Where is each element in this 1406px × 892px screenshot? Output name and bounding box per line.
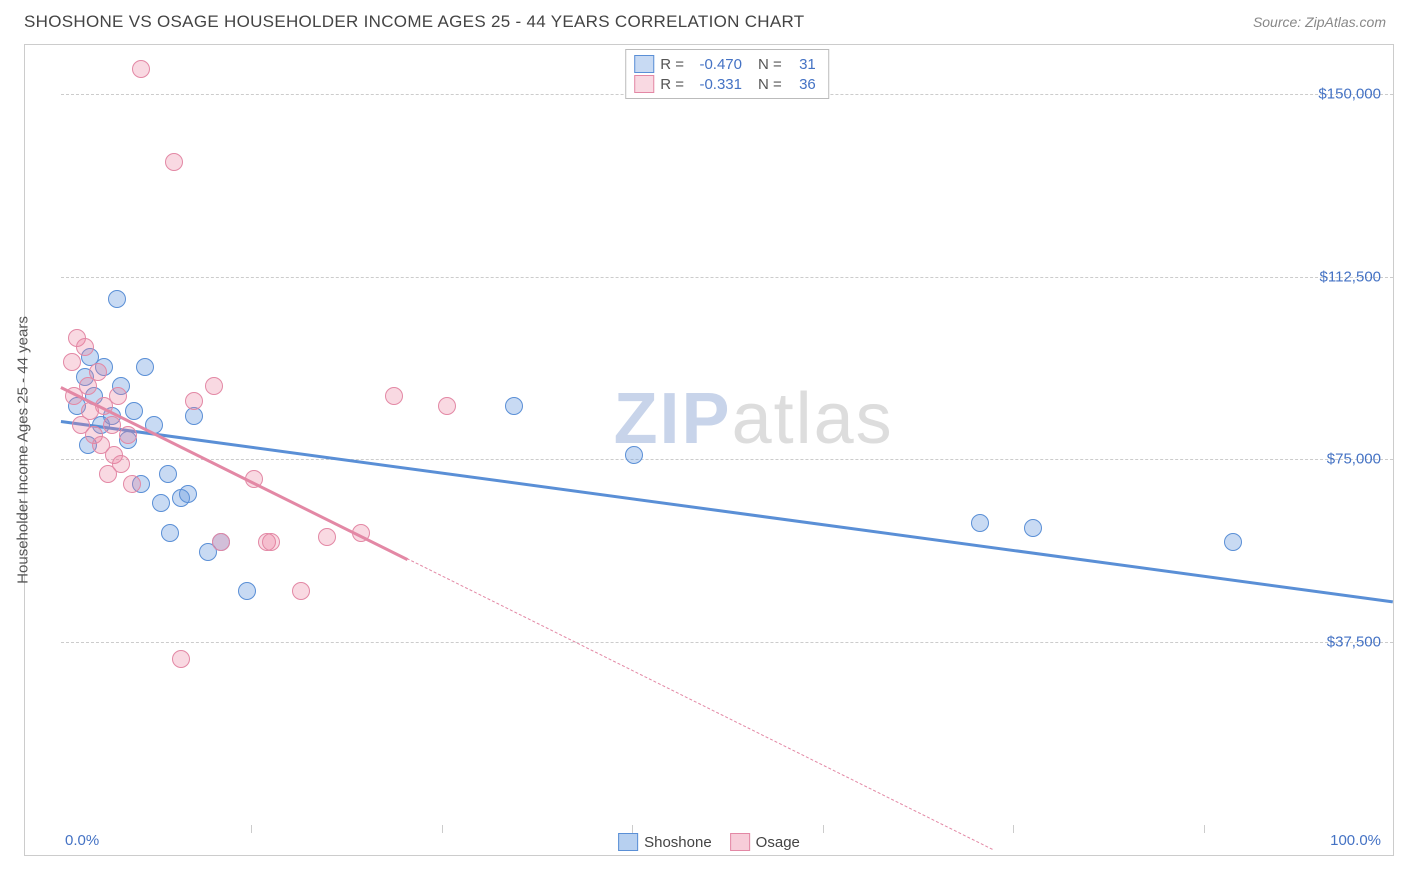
legend-stats-row: R = -0.331 N = 36 bbox=[634, 74, 816, 94]
x-tick bbox=[632, 825, 633, 833]
legend-stats-row: R = -0.470 N = 31 bbox=[634, 54, 816, 74]
scatter-point bbox=[971, 514, 989, 532]
source-label: Source: ZipAtlas.com bbox=[1253, 14, 1386, 30]
legend-r-value: -0.470 bbox=[690, 56, 742, 73]
x-tick bbox=[251, 825, 252, 833]
scatter-point bbox=[132, 60, 150, 78]
legend-swatch bbox=[730, 833, 750, 851]
scatter-point bbox=[625, 446, 643, 464]
x-max-label: 100.0% bbox=[1330, 832, 1381, 849]
scatter-point bbox=[179, 485, 197, 503]
scatter-point bbox=[123, 475, 141, 493]
legend-r-label: R = bbox=[660, 76, 684, 93]
legend-bottom: Shoshone Osage bbox=[618, 833, 800, 851]
scatter-point bbox=[172, 650, 190, 668]
x-tick bbox=[442, 825, 443, 833]
scatter-point bbox=[109, 387, 127, 405]
scatter-point bbox=[385, 387, 403, 405]
legend-label: Osage bbox=[756, 834, 800, 851]
legend-n-label: N = bbox=[758, 76, 782, 93]
legend-stats: R = -0.470 N = 31 R = -0.331 N = 36 bbox=[625, 49, 829, 99]
scatter-point bbox=[505, 397, 523, 415]
scatter-point bbox=[1224, 533, 1242, 551]
scatter-point bbox=[212, 533, 230, 551]
y-tick-label: $37,500 bbox=[1327, 634, 1381, 651]
y-tick-label: $112,500 bbox=[1320, 268, 1381, 285]
legend-r-value: -0.331 bbox=[690, 76, 742, 93]
legend-swatch bbox=[618, 833, 638, 851]
y-tick-label: $150,000 bbox=[1318, 85, 1381, 102]
scatter-point bbox=[185, 392, 203, 410]
scatter-point bbox=[136, 358, 154, 376]
gridline-h bbox=[61, 459, 1393, 460]
scatter-point bbox=[262, 533, 280, 551]
scatter-point bbox=[1024, 519, 1042, 537]
scatter-point bbox=[89, 363, 107, 381]
x-tick bbox=[1013, 825, 1014, 833]
legend-n-value: 31 bbox=[788, 56, 816, 73]
chart-title: SHOSHONE VS OSAGE HOUSEHOLDER INCOME AGE… bbox=[24, 12, 804, 32]
chart-container: Householder Income Ages 25 - 44 years ZI… bbox=[24, 44, 1394, 856]
scatter-point bbox=[292, 582, 310, 600]
scatter-point bbox=[438, 397, 456, 415]
legend-n-value: 36 bbox=[788, 76, 816, 93]
legend-r-label: R = bbox=[660, 56, 684, 73]
x-tick bbox=[1204, 825, 1205, 833]
scatter-point bbox=[205, 377, 223, 395]
scatter-point bbox=[159, 465, 177, 483]
y-tick-label: $75,000 bbox=[1327, 451, 1381, 468]
legend-swatch bbox=[634, 55, 654, 73]
scatter-point bbox=[318, 528, 336, 546]
scatter-point bbox=[165, 153, 183, 171]
legend-item: Osage bbox=[730, 833, 800, 851]
scatter-point bbox=[76, 338, 94, 356]
scatter-point bbox=[125, 402, 143, 420]
legend-item: Shoshone bbox=[618, 833, 712, 851]
trend-line bbox=[61, 420, 1393, 603]
watermark: ZIPatlas bbox=[614, 378, 894, 460]
gridline-h bbox=[61, 277, 1393, 278]
x-tick bbox=[823, 825, 824, 833]
legend-label: Shoshone bbox=[644, 834, 712, 851]
scatter-point bbox=[103, 416, 121, 434]
scatter-point bbox=[161, 524, 179, 542]
x-min-label: 0.0% bbox=[65, 832, 99, 849]
legend-swatch bbox=[634, 75, 654, 93]
scatter-point bbox=[63, 353, 81, 371]
trend-line-dashed bbox=[407, 558, 994, 850]
y-axis-label: Householder Income Ages 25 - 44 years bbox=[15, 316, 32, 584]
gridline-h bbox=[61, 642, 1393, 643]
scatter-point bbox=[119, 426, 137, 444]
legend-n-label: N = bbox=[758, 56, 782, 73]
scatter-point bbox=[112, 455, 130, 473]
scatter-point bbox=[108, 290, 126, 308]
scatter-point bbox=[152, 494, 170, 512]
plot-area: ZIPatlas $37,500 $75,000 $112,500 $150,000 R… bbox=[61, 45, 1393, 825]
scatter-point bbox=[238, 582, 256, 600]
